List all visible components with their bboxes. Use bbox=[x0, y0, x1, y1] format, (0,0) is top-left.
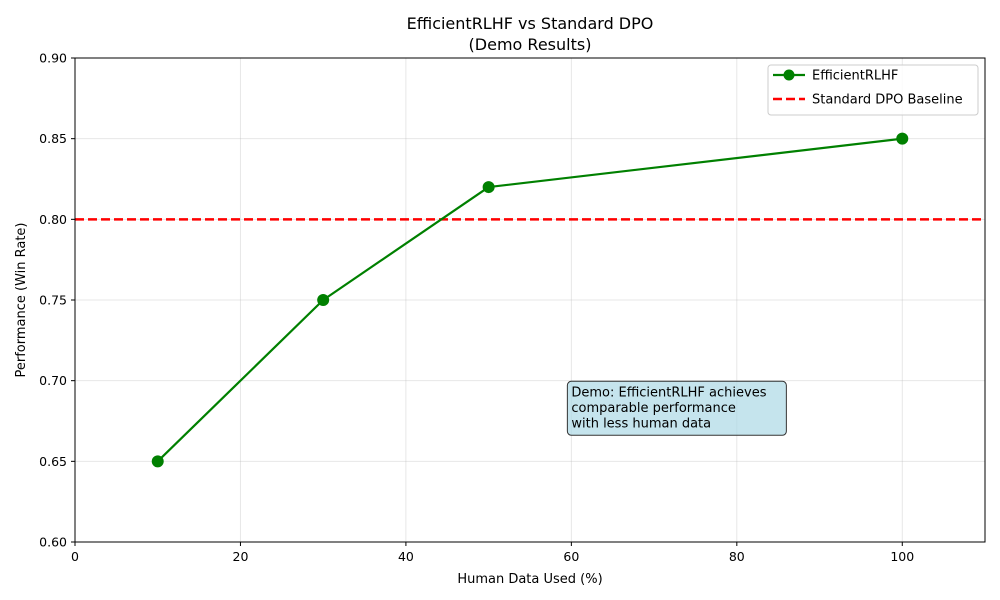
data-point bbox=[317, 294, 330, 306]
x-tick-label: 0 bbox=[71, 549, 79, 564]
y-tick-label: 0.85 bbox=[39, 131, 67, 146]
y-tick-label: 0.75 bbox=[39, 293, 67, 308]
legend-box bbox=[767, 64, 979, 116]
chart-title: EfficientRLHF vs Standard DPO bbox=[407, 14, 654, 33]
data-point bbox=[482, 181, 495, 194]
x-tick-label: 100 bbox=[890, 549, 914, 564]
x-axis-label: Human Data Used (%) bbox=[457, 572, 602, 587]
y-axis-label: Performance (Win Rate) bbox=[14, 222, 29, 377]
y-tick-label: 0.65 bbox=[39, 454, 67, 469]
ticks: 0 20 40 60 80 100 0.60 0.65 0.70 0.75 0.80 0.85 0.90 bbox=[39, 51, 914, 565]
annotation-text: comparable performance bbox=[571, 401, 736, 416]
legend-marker-efficientrlhf bbox=[783, 69, 795, 81]
x-tick-label: 80 bbox=[729, 549, 745, 564]
series-layer bbox=[151, 132, 909, 468]
y-tick-label: 0.70 bbox=[39, 373, 67, 388]
y-tick-label: 0.90 bbox=[39, 51, 67, 66]
legend-label-baseline: Standard DPO Baseline bbox=[812, 93, 963, 108]
legend[interactable]: EfficientRLHF Standard DPO Baseline bbox=[767, 64, 979, 116]
x-tick-label: 60 bbox=[563, 549, 579, 564]
grid bbox=[74, 57, 985, 543]
x-tick-label: 20 bbox=[233, 549, 249, 564]
legend-label-efficientrlhf: EfficientRLHF bbox=[812, 69, 898, 84]
y-tick-label: 0.80 bbox=[39, 212, 67, 227]
chart-subtitle: (Demo Results) bbox=[469, 35, 592, 54]
annotation-text: Demo: EfficientRLHF achieves bbox=[571, 385, 766, 400]
y-tick-label: 0.60 bbox=[39, 535, 67, 550]
annotation-box bbox=[566, 380, 787, 436]
data-point bbox=[896, 132, 909, 145]
annotation-text: with less human data bbox=[571, 416, 711, 431]
series-line bbox=[156, 137, 903, 463]
x-tick-label: 40 bbox=[398, 549, 414, 564]
data-point bbox=[151, 455, 164, 468]
